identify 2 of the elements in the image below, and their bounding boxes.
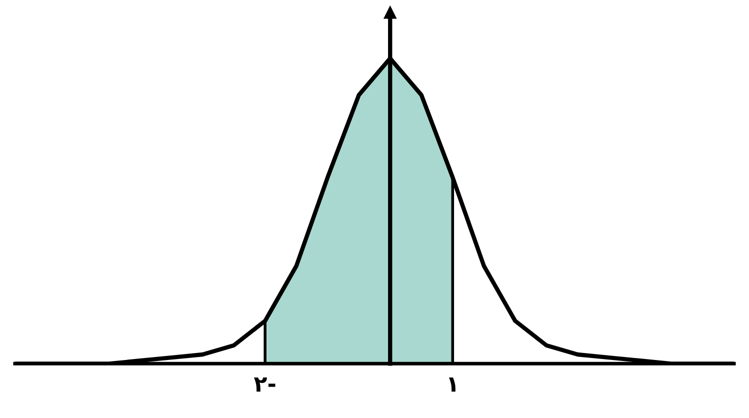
x-tick-label: ۲- (254, 378, 276, 392)
x-tick-label: ۱ (448, 378, 456, 392)
